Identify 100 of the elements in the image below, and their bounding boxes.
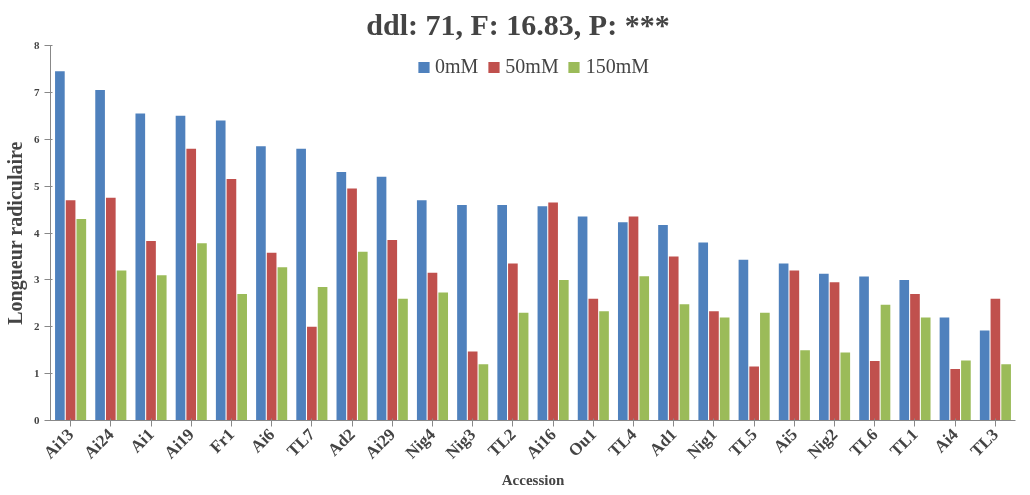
bar xyxy=(387,240,398,421)
bar xyxy=(548,202,558,421)
bar xyxy=(317,286,328,421)
x-tick-label: TL6 xyxy=(846,424,882,461)
bar xyxy=(296,148,306,421)
y-tick-label: 3 xyxy=(34,273,40,286)
x-tick-label: TL4 xyxy=(604,424,641,461)
bar xyxy=(398,298,408,421)
bar xyxy=(738,259,749,421)
bar xyxy=(778,263,789,421)
bar xyxy=(961,360,971,421)
bar xyxy=(357,251,368,421)
bar xyxy=(467,351,478,421)
y-tick-label: 7 xyxy=(34,85,40,98)
bar xyxy=(679,304,690,421)
bar xyxy=(910,293,920,421)
bar xyxy=(920,317,931,421)
bar xyxy=(800,350,810,421)
x-tick-label: TL5 xyxy=(725,424,761,461)
y-tick-label: 2 xyxy=(34,320,40,333)
bar xyxy=(899,279,910,421)
bar xyxy=(457,204,467,421)
y-tick-label: 0 xyxy=(34,414,40,426)
bar xyxy=(639,276,650,421)
bar xyxy=(577,216,588,421)
bar xyxy=(518,312,529,421)
bar xyxy=(880,304,891,421)
bar xyxy=(256,146,266,421)
x-tick-label: Ad2 xyxy=(323,424,359,460)
bar xyxy=(1001,364,1011,421)
bar xyxy=(175,115,186,421)
bar xyxy=(186,148,197,421)
bar xyxy=(438,292,449,421)
bar xyxy=(588,298,599,421)
bar xyxy=(709,311,719,421)
x-axis-title: Accession xyxy=(501,471,565,488)
legend-label: 150mM xyxy=(585,55,650,78)
bar xyxy=(719,317,730,421)
bar xyxy=(829,282,840,421)
bar xyxy=(508,263,518,421)
bar xyxy=(869,360,880,421)
x-tick-label: TL7 xyxy=(283,424,319,461)
bar xyxy=(979,330,990,421)
bar xyxy=(628,216,639,421)
y-axis-title: Longueur radiculaire xyxy=(4,141,27,325)
bar xyxy=(416,200,427,421)
bar xyxy=(478,364,489,421)
x-tick-label: Fr1 xyxy=(206,424,239,457)
bar xyxy=(819,273,829,421)
chart-title: ddl: 71, F: 16.83, P: *** xyxy=(366,7,670,41)
bar xyxy=(599,311,609,421)
bar xyxy=(135,113,146,421)
bar xyxy=(347,188,357,421)
legend-label: 0mM xyxy=(434,55,479,78)
bar xyxy=(559,279,569,421)
bar xyxy=(95,90,105,421)
x-tick-label: Ou1 xyxy=(564,424,601,461)
bar xyxy=(840,352,851,421)
x-tick-label: Ai6 xyxy=(246,424,279,457)
bar xyxy=(698,242,709,421)
x-tick-label: TL2 xyxy=(484,424,520,461)
x-tick-label: Ai1 xyxy=(126,424,158,457)
x-tick-label: Ai5 xyxy=(769,424,802,457)
bar xyxy=(376,176,387,421)
bar xyxy=(658,225,668,421)
bar xyxy=(617,222,628,421)
bar xyxy=(55,71,65,421)
legend-label: 50mM xyxy=(505,55,559,78)
bar xyxy=(789,270,800,421)
bar xyxy=(215,120,226,421)
bar xyxy=(939,317,950,421)
bar xyxy=(65,200,76,421)
x-tick-label: Ai4 xyxy=(930,424,963,457)
x-tick-label: TL3 xyxy=(966,424,1003,461)
bar xyxy=(668,256,679,421)
bar xyxy=(237,293,247,421)
y-tick-label: 4 xyxy=(34,226,40,239)
y-tick-label: 5 xyxy=(34,179,40,192)
bar xyxy=(266,252,277,421)
bar xyxy=(990,298,1001,421)
y-tick-label: 8 xyxy=(34,39,40,51)
bar xyxy=(497,204,507,421)
bar xyxy=(336,172,347,421)
bar xyxy=(76,218,87,421)
bar xyxy=(760,312,770,421)
bar xyxy=(950,368,961,421)
bar xyxy=(226,179,237,421)
bar xyxy=(277,267,288,421)
x-tick-label: Ad1 xyxy=(645,424,681,460)
bar xyxy=(146,240,156,421)
bar xyxy=(859,276,869,421)
bar xyxy=(307,326,317,421)
bar xyxy=(156,275,167,421)
bar xyxy=(116,270,127,421)
bar xyxy=(749,366,759,421)
bar xyxy=(105,197,116,421)
x-tick-label: TL1 xyxy=(886,424,922,461)
y-tick-label: 6 xyxy=(34,132,40,145)
y-tick-label: 1 xyxy=(34,367,40,380)
bar xyxy=(427,272,438,421)
